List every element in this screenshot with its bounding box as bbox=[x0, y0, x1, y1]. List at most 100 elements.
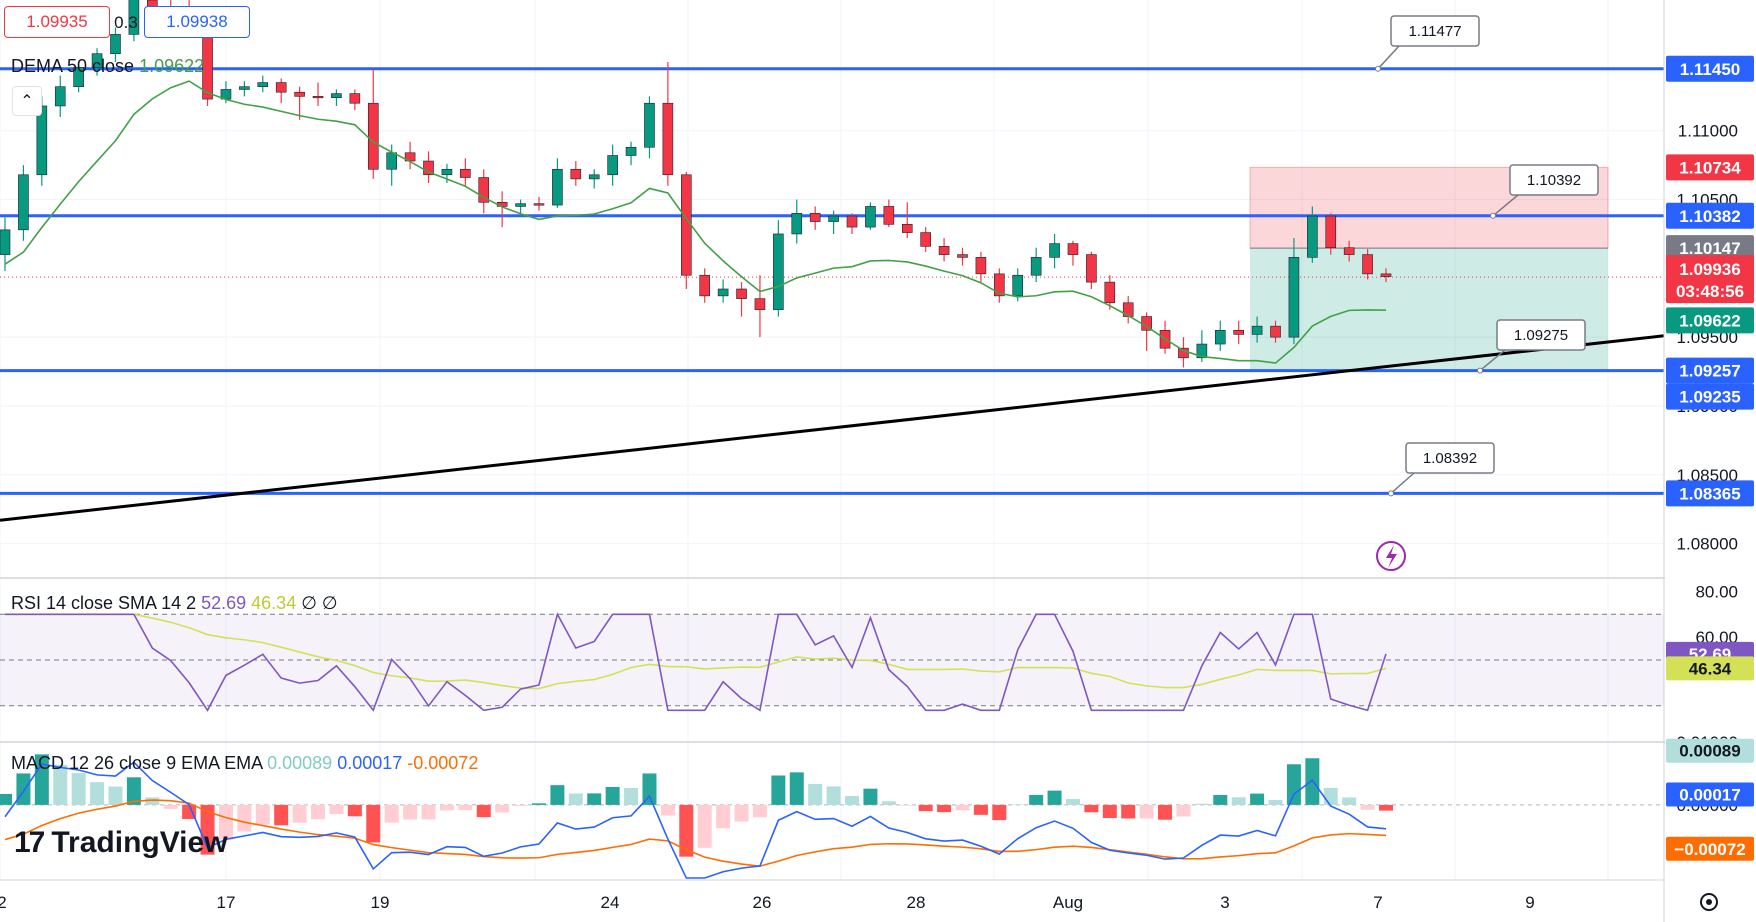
candle-body bbox=[349, 93, 361, 104]
price-axis-label-bg bbox=[1666, 357, 1754, 384]
price-axis-label-text: 1.10734 bbox=[1679, 158, 1741, 177]
trendline[interactable] bbox=[0, 334, 1665, 522]
candle bbox=[809, 206, 821, 230]
macd-bar bbox=[900, 804, 915, 806]
time-tick-label: 7 bbox=[1373, 893, 1382, 912]
price-callout[interactable]: 1.10392 bbox=[1490, 164, 1599, 219]
rsi-tick-label: 80.00 bbox=[1695, 582, 1738, 601]
callout-pointer bbox=[1390, 472, 1415, 494]
tradingview-logo[interactable]: 17 TradingView bbox=[14, 826, 228, 860]
candle bbox=[662, 61, 674, 186]
macd-bar bbox=[366, 804, 381, 843]
countdown-text: 03:48:56 bbox=[1676, 282, 1744, 301]
price-callouts[interactable]: 1.11477 1.10392 1.09275 1.08392 bbox=[1375, 15, 1599, 497]
dema-legend[interactable]: DEMA 50 close 1.09622 bbox=[11, 56, 204, 76]
macd-bar bbox=[34, 754, 49, 805]
candle-body bbox=[110, 34, 121, 54]
candle bbox=[294, 86, 305, 120]
macd-bar bbox=[347, 804, 362, 817]
gear-icon[interactable] bbox=[1700, 893, 1718, 911]
candle bbox=[570, 161, 582, 186]
macd-bar bbox=[0, 793, 12, 805]
price-axis[interactable]: 1.110001.105001.095001.090001.085001.080… bbox=[1665, 0, 1756, 922]
macd-bar bbox=[182, 804, 197, 819]
macd-bar bbox=[1231, 797, 1246, 805]
price-axis-label: 1.09257 bbox=[1666, 357, 1754, 384]
macd-legend: MACD 12 26 close 9 EMA EMA 0.00089 0.000… bbox=[11, 753, 478, 773]
macd-axis-label-text: −0.00072 bbox=[1674, 840, 1745, 859]
ask-price-box[interactable]: 1.09938 bbox=[144, 6, 250, 38]
candle bbox=[1380, 268, 1392, 283]
macd-bar bbox=[1139, 804, 1154, 819]
callout-pointer bbox=[1479, 349, 1506, 372]
macd-bar bbox=[384, 804, 399, 823]
time-tick-label: 3 bbox=[1220, 893, 1229, 912]
macd-bar bbox=[1342, 797, 1357, 805]
candle-body bbox=[1086, 254, 1097, 283]
price-axis-label: 1.09235 bbox=[1666, 383, 1754, 410]
candle-body bbox=[423, 160, 434, 176]
collapse-legend-button[interactable]: ⌃ bbox=[12, 86, 42, 116]
candle-body bbox=[1325, 215, 1337, 249]
price-axis-label-text: 1.11450 bbox=[1680, 60, 1741, 79]
bid-price-box[interactable]: 1.09935 bbox=[4, 6, 110, 38]
macd-bar bbox=[660, 804, 675, 816]
macd-bar bbox=[329, 804, 344, 815]
macd-bar bbox=[163, 804, 178, 809]
spread-value: 0.3 bbox=[110, 8, 142, 38]
candle-body bbox=[662, 102, 674, 176]
candle bbox=[883, 199, 895, 228]
price-axis-label-text: 1.09235 bbox=[1679, 388, 1740, 407]
candle bbox=[1270, 320, 1281, 343]
candle-body bbox=[515, 203, 526, 207]
candle bbox=[73, 61, 84, 93]
price-callout[interactable]: 1.08392 bbox=[1388, 442, 1495, 497]
candle-body bbox=[975, 257, 987, 275]
grid-lines bbox=[0, 0, 1664, 880]
macd-bar bbox=[1323, 787, 1338, 805]
candle bbox=[1233, 320, 1244, 345]
macd-legend-part: 0.00017 bbox=[337, 753, 407, 773]
candle-body bbox=[938, 246, 950, 255]
horizontal-levels[interactable] bbox=[0, 67, 1664, 495]
macd-bar bbox=[716, 804, 731, 829]
dema-legend-value: 1.09622 bbox=[139, 56, 204, 76]
macd-bar bbox=[53, 764, 68, 805]
time-tick-label: 19 bbox=[371, 893, 390, 912]
price-axis-label-bg bbox=[1666, 383, 1754, 410]
price-axis-label: 1.10382 bbox=[1666, 202, 1754, 229]
price-callout[interactable]: 1.11477 bbox=[1375, 15, 1480, 72]
macd-axis-label: 0.00017 bbox=[1666, 782, 1754, 807]
macd-bar bbox=[311, 804, 326, 820]
candle-body bbox=[257, 82, 269, 87]
price-axis-label-text: 1.10147 bbox=[1679, 239, 1740, 258]
candle bbox=[736, 282, 747, 317]
lightning-icon[interactable] bbox=[1376, 541, 1406, 571]
macd-bar bbox=[550, 785, 565, 805]
candle-body bbox=[1307, 215, 1318, 258]
position-target-zone[interactable] bbox=[1250, 248, 1608, 371]
callout-anchor bbox=[1388, 490, 1394, 497]
price-tick-label: 1.08500 bbox=[1677, 466, 1738, 485]
macd-bar bbox=[145, 797, 160, 805]
macd-bar bbox=[808, 783, 823, 805]
candle bbox=[1288, 238, 1300, 345]
candle-body bbox=[533, 203, 545, 206]
price-axis-bg bbox=[1665, 0, 1756, 922]
candle bbox=[349, 89, 361, 111]
rsi-legend-part: RSI 14 close SMA 14 2 bbox=[11, 593, 201, 613]
candle bbox=[846, 213, 858, 234]
rsi-legend-part: 46.34 bbox=[251, 593, 301, 613]
price-axis-label: 1.09622 bbox=[1666, 307, 1754, 334]
macd-bar bbox=[1102, 804, 1117, 819]
price-callout[interactable]: 1.09275 bbox=[1477, 319, 1586, 374]
candle bbox=[1086, 251, 1097, 289]
callout-pointer bbox=[1377, 45, 1400, 70]
macd-bar bbox=[237, 804, 252, 832]
candle bbox=[1343, 240, 1355, 262]
macd-bar bbox=[218, 804, 233, 840]
candle bbox=[828, 210, 839, 234]
callout-text: 1.11477 bbox=[1408, 23, 1461, 40]
time-axis[interactable]: 2 17 19 24 26 28 Aug 3 7 9 bbox=[0, 893, 1535, 912]
